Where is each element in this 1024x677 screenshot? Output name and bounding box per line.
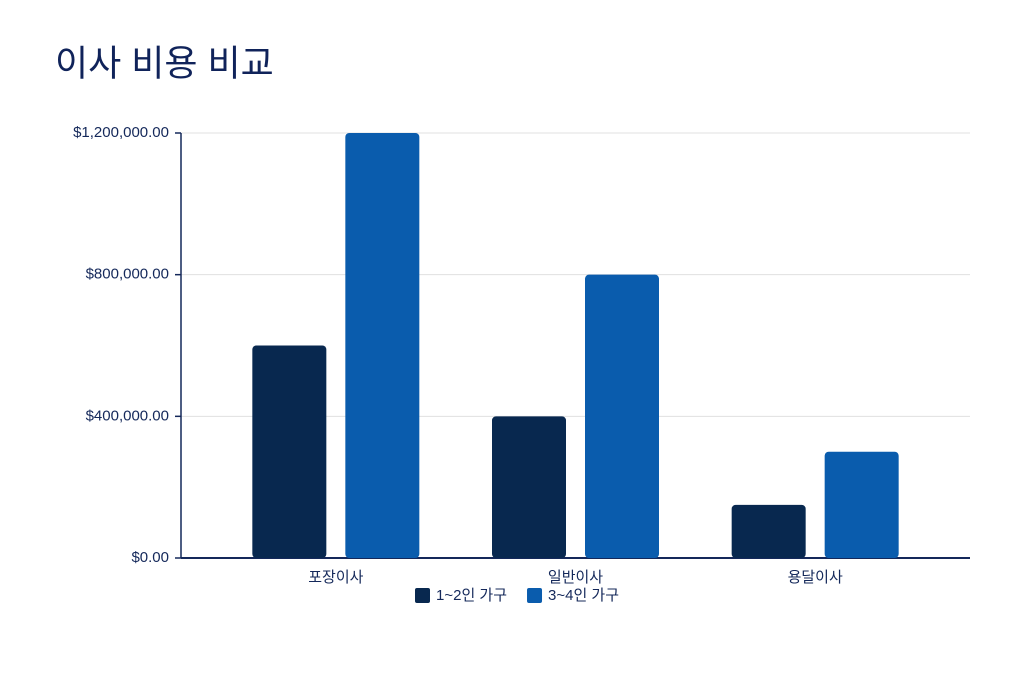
- chart-title: 이사 비용 비교: [55, 43, 274, 84]
- bar: [731, 504, 806, 558]
- legend-label: 1~2인 가구: [436, 587, 507, 604]
- legend-label: 3~4인 가구: [548, 587, 619, 604]
- bar: [492, 416, 566, 558]
- x-tick-label: 포장이사: [308, 569, 363, 586]
- bar: [252, 345, 327, 558]
- legend-swatch: [415, 588, 430, 603]
- y-tick-label: $0.00: [131, 549, 169, 566]
- y-tick-label: $400,000.00: [86, 407, 169, 424]
- y-tick-label: $1,200,000.00: [73, 124, 169, 141]
- legend-swatch: [527, 588, 543, 603]
- y-tick-label: $800,000.00: [86, 266, 169, 283]
- x-tick-label: 용달이사: [788, 569, 843, 586]
- bar: [824, 451, 899, 558]
- bar: [345, 133, 420, 558]
- x-tick-label: 일반이사: [548, 569, 603, 586]
- bar: [585, 274, 659, 558]
